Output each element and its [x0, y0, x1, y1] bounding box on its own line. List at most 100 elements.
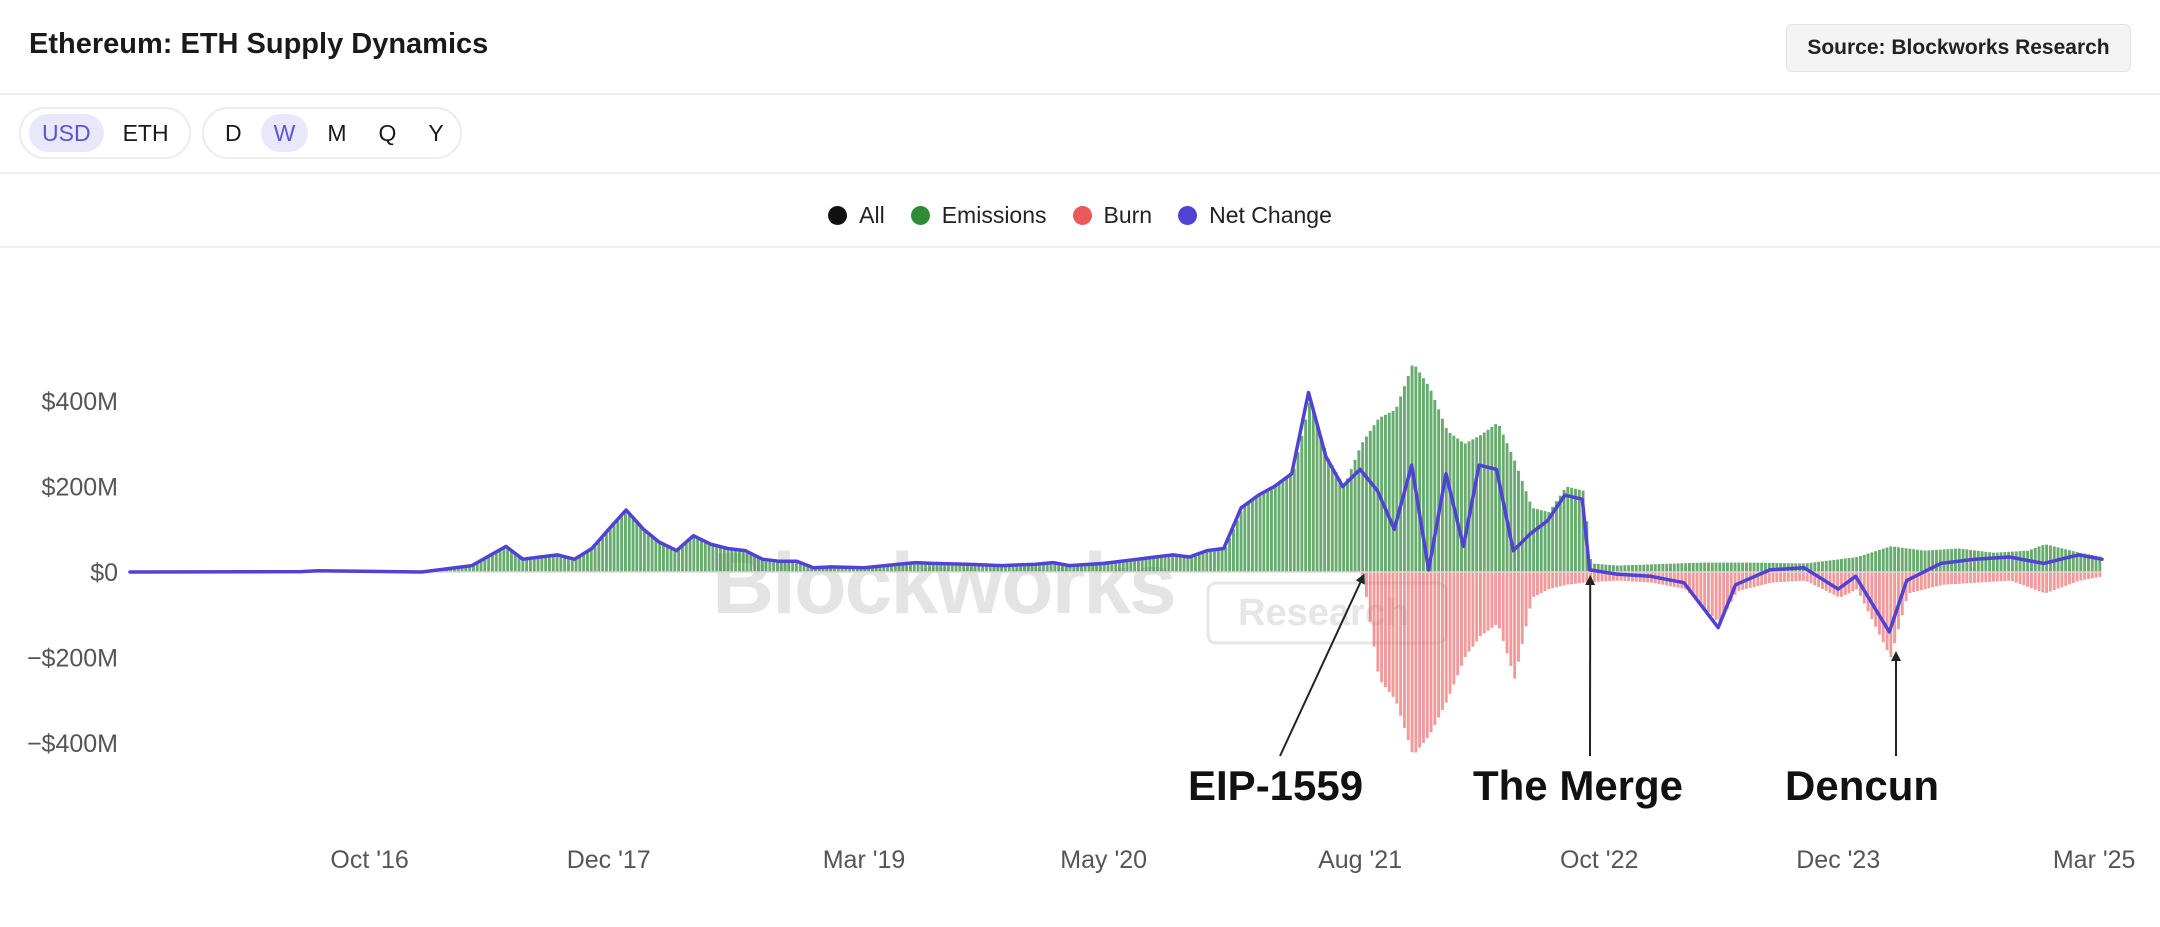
burn-bar	[2014, 572, 2018, 583]
emissions-bar	[2014, 551, 2018, 572]
emissions-bar	[1258, 495, 1262, 572]
period-option-week[interactable]: W	[260, 114, 309, 152]
emissions-bar	[939, 563, 943, 572]
emissions-bar	[1551, 506, 1555, 572]
burn-bar	[1938, 572, 1942, 586]
emissions-bar	[1688, 563, 1691, 572]
burn-bar	[1992, 572, 1995, 582]
burn-bar	[1551, 572, 1555, 589]
source-button[interactable]: Source: Blockworks Research	[1786, 24, 2131, 72]
burn-bar	[1494, 572, 1498, 625]
emissions-bar	[1072, 565, 1076, 572]
burn-bar	[1403, 572, 1406, 728]
emissions-bar	[1372, 425, 1376, 572]
burn-bar	[1980, 572, 1984, 583]
emissions-bar	[2041, 545, 2045, 572]
emissions-bar	[1319, 435, 1323, 572]
emissions-bar	[950, 563, 954, 572]
emissions-bar	[1988, 552, 1992, 572]
burn-bar	[1570, 572, 1574, 585]
burn-bar	[1714, 572, 1718, 620]
emissions-bar	[1859, 556, 1862, 572]
burn-bar	[1539, 572, 1543, 593]
unit-option-eth[interactable]: ETH	[122, 119, 169, 146]
burn-bar	[1984, 572, 1988, 583]
legend-item-all[interactable]: All	[828, 202, 885, 229]
burn-bar	[2090, 572, 2094, 579]
burn-bar	[1422, 572, 1425, 743]
emissions-bar	[1904, 548, 1908, 572]
burn-bar	[1790, 572, 1794, 582]
emissions-bar	[833, 566, 836, 572]
emissions-bar	[1745, 562, 1748, 572]
emissions-bar	[1813, 562, 1817, 572]
burn-bar	[1798, 572, 1802, 581]
emissions-bar	[567, 557, 570, 572]
emissions-bar	[1277, 484, 1281, 572]
burn-bar	[1399, 572, 1403, 716]
period-option-month[interactable]: M	[327, 119, 347, 146]
emissions-bar	[506, 546, 510, 572]
emissions-bar	[1289, 475, 1292, 572]
emissions-bar	[453, 568, 456, 572]
page-title: Ethereum: ETH Supply Dynamics	[29, 28, 489, 60]
emissions-bar	[1342, 485, 1346, 572]
emissions-bar	[1900, 547, 1904, 572]
period-option-quarter[interactable]: Q	[378, 119, 397, 146]
emissions-bar	[1140, 558, 1144, 572]
legend-item-burn[interactable]: Burn	[1072, 202, 1152, 229]
unit-option-usd[interactable]: USD	[29, 114, 104, 152]
y-tick-label: −$400M	[27, 730, 118, 758]
emissions-bar	[1593, 563, 1596, 572]
burn-bar	[1874, 572, 1878, 627]
emissions-bar	[669, 547, 673, 572]
emissions-bar	[1984, 551, 1988, 572]
emissions-bar	[654, 538, 658, 572]
burn-bar	[1935, 572, 1938, 587]
emissions-bar	[810, 566, 814, 572]
emissions-bar	[1851, 557, 1855, 572]
emissions-bar	[1338, 478, 1342, 572]
emissions-bar	[1015, 565, 1019, 572]
emissions-bar	[760, 558, 764, 572]
emissions-bar	[1908, 548, 1912, 572]
emissions-bar	[1509, 451, 1513, 572]
burn-bar	[1585, 572, 1589, 583]
burn-bar	[1501, 572, 1505, 641]
emissions-bar	[635, 520, 639, 572]
emissions-bar	[464, 566, 468, 572]
legend-dot-all	[828, 205, 848, 225]
emissions-bar	[1669, 563, 1672, 572]
burn-bar	[1695, 572, 1699, 601]
emissions-bar	[947, 563, 950, 572]
emissions-bar	[1646, 564, 1650, 572]
net-change-line-group	[128, 390, 2104, 634]
burn-bar	[1384, 572, 1387, 688]
legend-item-emissions[interactable]: Emissions	[910, 202, 1047, 229]
emissions-bar	[1840, 559, 1843, 572]
period-option-day[interactable]: D	[225, 119, 242, 146]
emissions-bar	[1874, 551, 1878, 572]
burn-bar	[1600, 572, 1604, 582]
emissions-bar	[1159, 556, 1163, 572]
emissions-bar	[639, 524, 643, 572]
emissions-bar	[578, 556, 582, 572]
emissions-bar	[1631, 565, 1634, 572]
emissions-bar	[1068, 565, 1072, 572]
emissions-bar	[624, 512, 627, 572]
burn-bar	[1927, 572, 1931, 589]
burn-bar	[1965, 572, 1969, 584]
legend-item-net-change[interactable]: Net Change	[1178, 202, 1332, 229]
emissions-bar	[863, 567, 867, 572]
emissions-bar	[1570, 487, 1574, 572]
period-option-year[interactable]: Y	[428, 119, 444, 146]
burn-bar	[1912, 572, 1916, 592]
emissions-bar	[1121, 561, 1125, 572]
emissions-bar	[1334, 472, 1338, 572]
emissions-bar	[1836, 559, 1840, 572]
emissions-bar	[1156, 556, 1159, 572]
emissions-bar	[582, 554, 586, 572]
burn-bar	[1767, 572, 1771, 584]
emissions-bar	[1756, 562, 1760, 572]
burn-bar	[1619, 572, 1623, 581]
